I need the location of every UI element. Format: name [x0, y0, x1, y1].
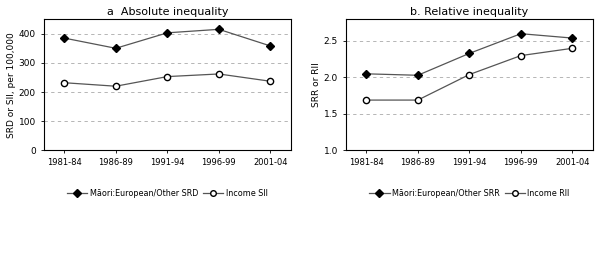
- Legend: Māori:European/Other SRD, Income SII: Māori:European/Other SRD, Income SII: [64, 186, 271, 201]
- Line: Income RII: Income RII: [363, 45, 575, 103]
- Income SII: [112, 85, 119, 88]
- Income SII: [267, 80, 274, 83]
- Māori:European/Other SRD: [164, 31, 171, 34]
- Income RII: [517, 54, 524, 57]
- Y-axis label: SRD or SII, per 100,000: SRD or SII, per 100,000: [7, 32, 16, 138]
- Māori:European/Other SRR: [466, 52, 473, 55]
- Line: Income SII: Income SII: [61, 71, 274, 89]
- Māori:European/Other SRD: [61, 36, 68, 40]
- Title: a  Absolute inequality: a Absolute inequality: [107, 7, 228, 17]
- Income SII: [61, 81, 68, 84]
- Māori:European/Other SRR: [569, 36, 576, 40]
- Income SII: [164, 75, 171, 78]
- Māori:European/Other SRR: [517, 32, 524, 35]
- Income RII: [414, 98, 421, 102]
- Māori:European/Other SRD: [215, 28, 223, 31]
- Line: Māori:European/Other SRD: Māori:European/Other SRD: [61, 26, 273, 51]
- Māori:European/Other SRD: [267, 44, 274, 48]
- Income RII: [362, 98, 370, 102]
- Line: Māori:European/Other SRR: Māori:European/Other SRR: [364, 31, 575, 78]
- Māori:European/Other SRR: [362, 72, 370, 75]
- Legend: Māori:European/Other SRR, Income RII: Māori:European/Other SRR, Income RII: [366, 186, 572, 201]
- Y-axis label: SRR or RII: SRR or RII: [312, 62, 321, 107]
- Title: b. Relative inequality: b. Relative inequality: [410, 7, 529, 17]
- Māori:European/Other SRR: [414, 74, 421, 77]
- Māori:European/Other SRD: [112, 47, 119, 50]
- Income RII: [569, 47, 576, 50]
- Income SII: [215, 72, 223, 76]
- Income RII: [466, 73, 473, 76]
